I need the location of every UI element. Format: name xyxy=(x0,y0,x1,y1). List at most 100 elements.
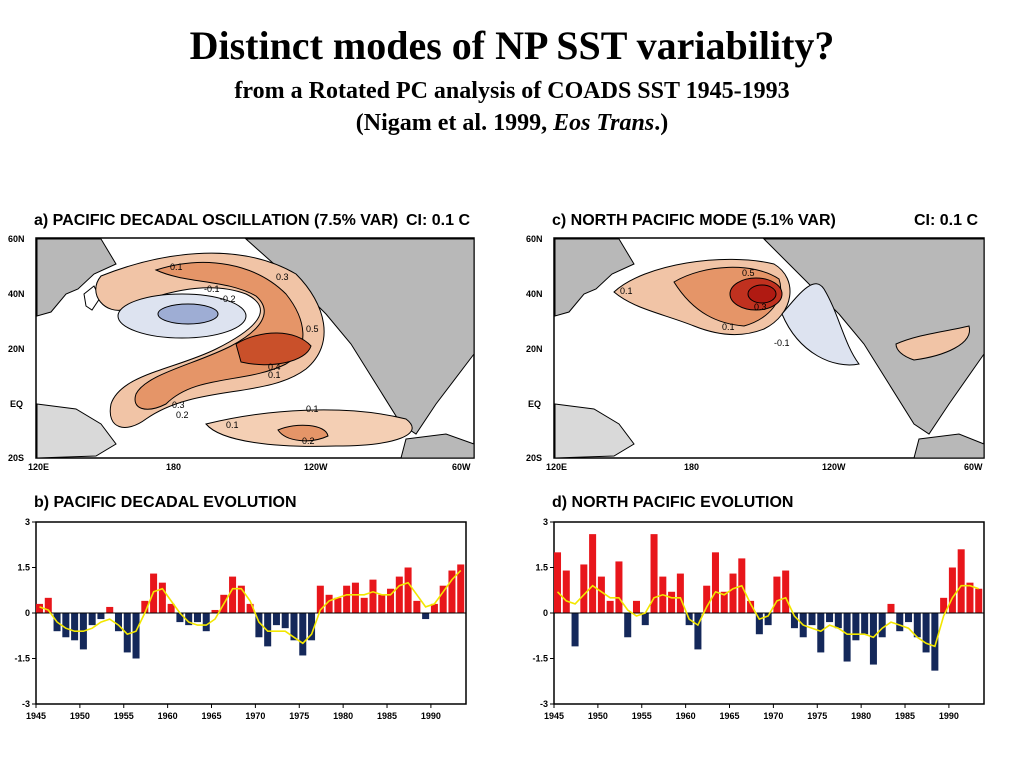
anomaly-bar xyxy=(694,613,702,650)
anomaly-bar xyxy=(272,613,280,626)
anomaly-bar xyxy=(790,613,798,629)
lon-label: 60W xyxy=(964,462,983,472)
anomaly-bar xyxy=(782,570,790,613)
timeseries-chart-npm: 3 1.5 0 -1.5 -3 1945 1950 1955 1960 1965 1970 1975 1… xyxy=(532,517,985,721)
anomaly-bar xyxy=(632,600,640,613)
x-tick-label: 1985 xyxy=(377,711,397,721)
y-tick-label: 1.5 xyxy=(17,563,30,573)
x-tick-label: 1965 xyxy=(201,711,221,721)
land-maritime xyxy=(36,403,117,459)
anomaly-bar xyxy=(711,552,719,613)
y-tick-label: -3 xyxy=(540,699,548,709)
contour-atlantic-warm xyxy=(895,325,970,361)
map-title-pdo: a) PACIFIC DECADAL OSCILLATION (7.5% VAR… xyxy=(34,212,399,229)
y-tick-label: 3 xyxy=(25,517,30,527)
citation-journal: Eos Trans xyxy=(553,110,655,136)
x-tick-label: 1945 xyxy=(544,711,564,721)
contour-label: 0.1 xyxy=(268,370,281,380)
y-tick-label: -1.5 xyxy=(532,654,548,664)
y-tick-label: 3 xyxy=(543,517,548,527)
lat-label: 20S xyxy=(8,453,24,463)
x-tick-label: 1960 xyxy=(158,711,178,721)
y-tick-label: 1.5 xyxy=(535,563,548,573)
y-tick-label: -1.5 xyxy=(14,654,30,664)
lon-label: 180 xyxy=(166,462,181,472)
anomaly-bar xyxy=(36,603,44,613)
x-tick-label: 1960 xyxy=(676,711,696,721)
anomaly-bar xyxy=(764,613,772,626)
lon-label: 60W xyxy=(452,462,471,472)
anomaly-bar xyxy=(237,585,245,613)
anomaly-bar xyxy=(281,613,289,629)
contour-cool xyxy=(781,283,860,366)
lon-label: 120W xyxy=(822,462,846,472)
anomaly-bar xyxy=(158,582,166,613)
lat-label: 60N xyxy=(526,234,543,244)
x-tick-label: 1980 xyxy=(333,711,353,721)
anomaly-bar xyxy=(290,613,298,641)
anomaly-bar xyxy=(878,613,886,638)
anomaly-bar xyxy=(123,613,131,653)
x-tick-label: 1975 xyxy=(807,711,827,721)
contour-label: 0.3 xyxy=(754,302,767,312)
anomaly-bar xyxy=(176,613,184,623)
lat-label: EQ xyxy=(10,399,23,409)
x-tick-label: 1990 xyxy=(421,711,441,721)
anomaly-bar xyxy=(387,588,395,613)
map-title-npm: c) NORTH PACIFIC MODE (5.1% VAR) xyxy=(552,212,836,229)
contour-warm-peak xyxy=(747,284,777,304)
x-tick-label: 1955 xyxy=(114,711,134,721)
anomaly-bar xyxy=(264,613,272,647)
contour-label: 0.1 xyxy=(620,286,633,296)
contour-label: 0.2 xyxy=(302,436,315,446)
contour-label: 0.1 xyxy=(722,322,735,332)
x-tick-label: 1985 xyxy=(895,711,915,721)
anomaly-bar xyxy=(202,613,210,632)
anomaly-bar xyxy=(773,576,781,613)
map-panel-pdo: a) PACIFIC DECADAL OSCILLATION (7.5% VAR… xyxy=(6,208,486,478)
anomaly-bar xyxy=(826,613,834,623)
land-south-america xyxy=(400,433,475,459)
anomaly-bar xyxy=(597,576,605,613)
y-tick-label: 0 xyxy=(25,608,30,618)
anomaly-bar xyxy=(325,594,333,613)
lat-label: 40N xyxy=(8,289,25,299)
anomaly-bar xyxy=(167,603,175,613)
anomaly-bar xyxy=(334,597,342,613)
contour-label: -0.1 xyxy=(204,284,220,294)
citation-end: .) xyxy=(654,110,669,136)
x-tick-label: 1990 xyxy=(939,711,959,721)
anomaly-bar xyxy=(62,613,70,638)
anomaly-bar xyxy=(211,609,219,613)
x-tick-label: 1950 xyxy=(70,711,90,721)
contour-warm-core xyxy=(235,332,312,366)
contour-label: 0.1 xyxy=(306,404,319,414)
contour-label: -0.1 xyxy=(774,338,790,348)
anomaly-bar xyxy=(650,534,658,613)
timeseries-title-npm: d) NORTH PACIFIC EVOLUTION xyxy=(552,494,794,511)
contour-label: 0.4 xyxy=(268,362,281,372)
anomaly-bar xyxy=(668,591,676,613)
anomaly-bar xyxy=(834,613,842,629)
anomaly-bar xyxy=(905,613,913,623)
anomaly-bar xyxy=(97,613,105,620)
anomaly-bar xyxy=(571,613,579,647)
y-tick-label: 0 xyxy=(543,608,548,618)
anomaly-bar xyxy=(316,585,324,613)
contour-label: 0.3 xyxy=(276,272,289,282)
anomaly-bar xyxy=(88,613,96,626)
anomaly-bar xyxy=(378,594,386,613)
anomaly-bar xyxy=(351,582,359,613)
anomaly-bar xyxy=(940,597,948,613)
slide-subtitle: from a Rotated PC analysis of COADS SST … xyxy=(234,78,790,104)
lon-label: 180 xyxy=(684,462,699,472)
timeseries-panel-npm: d) NORTH PACIFIC EVOLUTION 3 1.5 0 -1.5 -3 19… xyxy=(524,492,1004,728)
slide-title: Distinct modes of NP SST variability? xyxy=(189,23,835,68)
anomaly-bar xyxy=(193,613,201,623)
anomaly-bar xyxy=(615,561,623,613)
anomaly-bar xyxy=(114,613,122,632)
anomaly-bar xyxy=(360,597,368,613)
anomaly-bar xyxy=(44,597,52,613)
anomaly-bar xyxy=(817,613,825,653)
contour-cool-core xyxy=(157,303,219,325)
